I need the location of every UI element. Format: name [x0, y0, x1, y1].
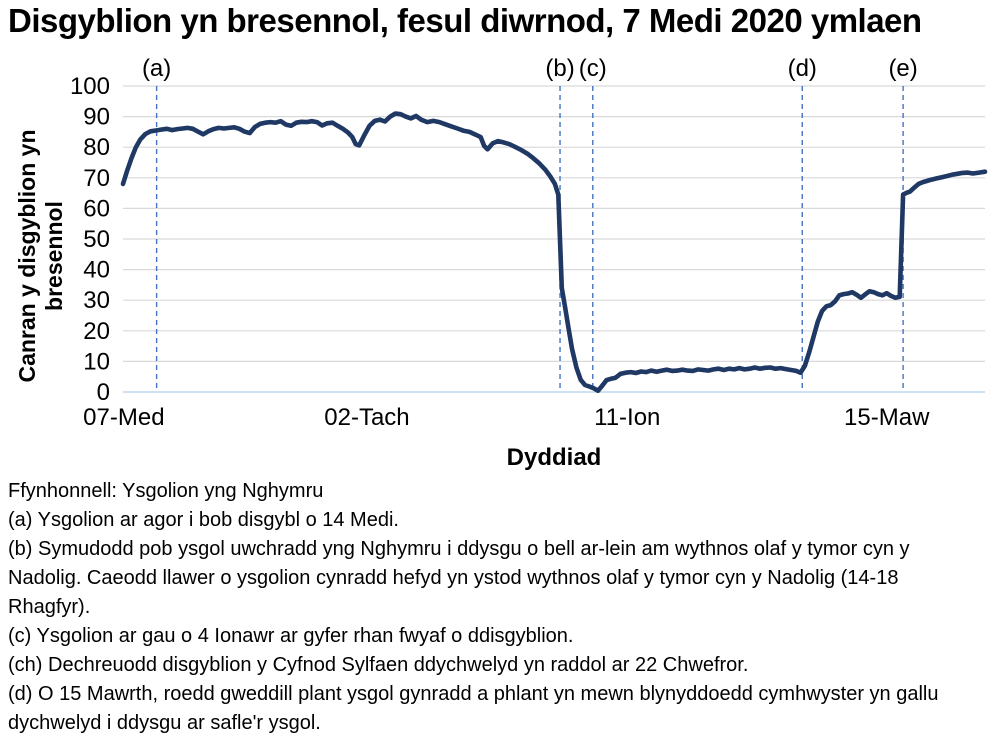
y-tick-label: 100: [70, 73, 110, 100]
annotation-label-b: (b): [545, 55, 574, 82]
footnote-d: (d) O 15 Mawrth, roedd gweddill plant ys…: [8, 683, 939, 734]
footnotes: Ffynhonnell: Ysgolion yng Nghymru (a) Ys…: [8, 477, 946, 738]
annotation-label-e: (e): [888, 55, 917, 82]
y-tick-label: 90: [83, 104, 110, 131]
footnote-ch: (ch) Dechreuodd disgyblion y Cyfnod Sylf…: [8, 654, 749, 676]
x-tick-label: 02-Tach: [324, 404, 409, 431]
annotation-label-a: (a): [142, 55, 171, 82]
y-tick-label: 0: [97, 379, 110, 406]
annotation-label-d: (d): [788, 55, 817, 82]
y-tick-label: 10: [83, 348, 110, 375]
y-tick-label: 20: [83, 318, 110, 345]
y-tick-label: 70: [83, 165, 110, 192]
x-axis-title: Dyddiad: [506, 444, 602, 471]
attendance-line-chart: 0 10 20 30 40 50 60 70 80 90 100 (a) (b) (c) (d) (e) 07-…: [70, 55, 988, 431]
footnote-a: (a) Ysgolion ar agor i bob disgybl o 14 …: [8, 509, 399, 531]
y-tick-label: 60: [83, 195, 110, 222]
y-tick-label: 80: [83, 134, 110, 161]
footnote-c: (c) Ysgolion ar gau o 4 Ionawr ar gyfer …: [8, 625, 574, 647]
attendance-series-line: [120, 111, 988, 394]
page-title: Disgyblion yn bresennol, fesul diwrnod, …: [8, 2, 922, 39]
x-tick-label: 15-Maw: [844, 404, 930, 431]
y-tick-label: 30: [83, 287, 110, 314]
x-tick-label: 07-Med: [83, 404, 164, 431]
x-tick-label: 11-Ion: [594, 404, 660, 431]
y-tick-label: 40: [83, 257, 110, 284]
annotation-label-c: (c): [579, 55, 607, 82]
footnote-source: Ffynhonnell: Ysgolion yng Nghymru: [8, 480, 324, 502]
y-tick-label: 50: [83, 226, 110, 253]
footnote-b: (b) Symudodd pob ysgol uwchradd yng Nghy…: [8, 538, 910, 618]
